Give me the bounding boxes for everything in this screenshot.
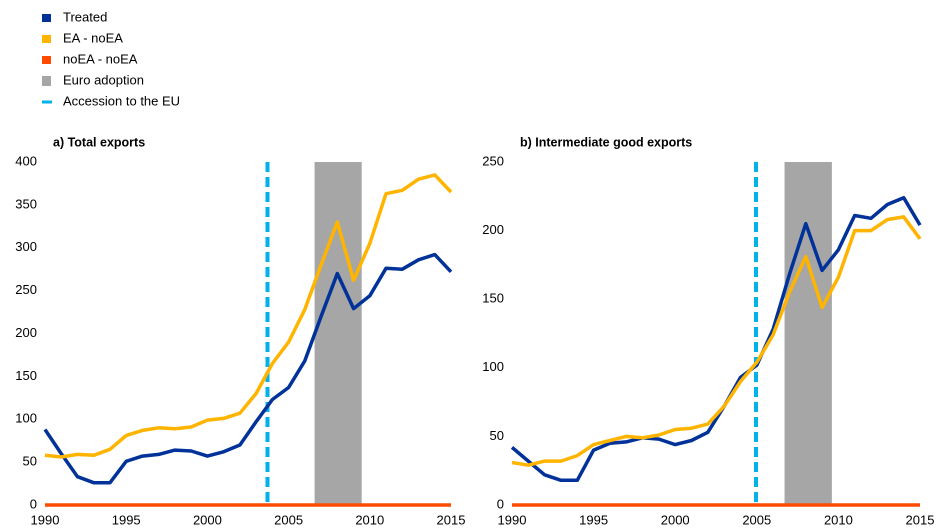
x-tick-label: 1990 [31,512,60,527]
y-tick-label: 50 [23,454,37,469]
series-line [511,215,922,467]
legend-label: noEA - noEA [63,51,138,66]
euro-adoption-band [314,162,362,505]
x-tick-label: 2005 [742,512,771,527]
legend-label: Treated [63,9,107,24]
y-tick-label: 0 [30,496,37,511]
x-tick-label: 2015 [437,512,466,527]
y-tick-label: 150 [15,368,37,383]
panel-title: b) Intermediate good exports [520,135,692,149]
x-tick-label: 2000 [661,512,690,527]
x-tick-label: 1990 [498,512,527,527]
x-tick-label: 2005 [274,512,303,527]
y-tick-label: 100 [15,411,37,426]
y-tick-label: 400 [15,153,37,168]
x-tick-label: 2015 [906,512,935,527]
y-tick-label: 350 [15,196,37,211]
y-tick-label: 150 [482,291,504,306]
legend-label: Accession to the EU [63,93,180,108]
legend-swatch [42,76,51,86]
y-tick-label: 300 [15,239,37,254]
legend-swatch [42,14,51,22]
series-line [43,252,453,485]
x-tick-label: 1995 [579,512,608,527]
legend-label: EA - noEA [63,30,123,45]
x-tick-label: 2010 [824,512,853,527]
x-tick-label: 1995 [112,512,141,527]
series-line [510,195,922,483]
legend-swatch [42,35,51,43]
x-tick-label: 2000 [193,512,222,527]
y-tick-label: 0 [497,496,504,511]
x-tick-label: 2010 [355,512,384,527]
y-tick-label: 250 [15,282,37,297]
legend-label: Euro adoption [63,72,144,87]
y-tick-label: 250 [482,153,504,168]
y-tick-label: 50 [490,428,504,443]
panel-title: a) Total exports [53,135,145,149]
y-tick-label: 200 [15,325,37,340]
y-tick-label: 200 [482,222,504,237]
series-line [44,173,453,459]
y-tick-label: 100 [482,359,504,374]
euro-adoption-band [784,162,832,505]
legend-swatch [42,56,51,64]
